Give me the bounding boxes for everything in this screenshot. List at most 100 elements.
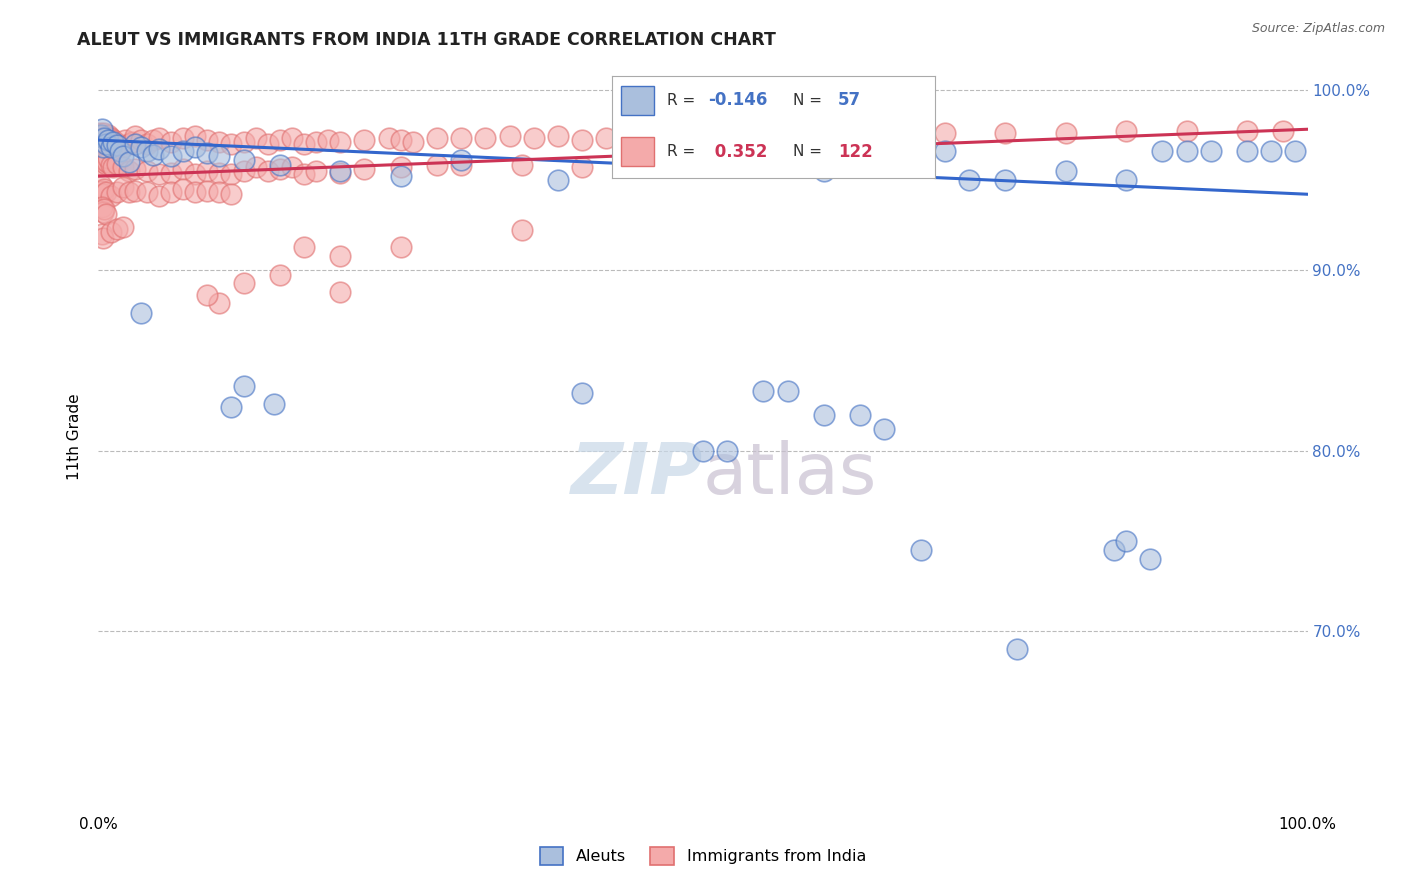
Point — [1007, 642, 1029, 657]
Point — [90, 178, 112, 193]
Point — [245, 160, 267, 174]
Point — [121, 135, 143, 149]
Point — [994, 173, 1017, 187]
Text: N =: N = — [793, 93, 827, 108]
Text: N =: N = — [793, 145, 827, 160]
Point — [91, 154, 114, 169]
Point — [111, 219, 134, 234]
Point — [91, 131, 114, 145]
Point — [631, 160, 654, 174]
Point — [692, 443, 714, 458]
Point — [813, 408, 835, 422]
Point — [232, 163, 254, 178]
Point — [129, 133, 152, 147]
Point — [232, 153, 254, 167]
Point — [692, 154, 714, 169]
Point — [221, 167, 243, 181]
Point — [281, 160, 304, 174]
Point — [232, 276, 254, 290]
Point — [571, 133, 593, 147]
Point — [316, 133, 339, 147]
Point — [105, 156, 128, 170]
Point — [571, 160, 593, 174]
Point — [118, 163, 141, 178]
Point — [100, 131, 122, 145]
Point — [208, 295, 231, 310]
Point — [184, 140, 207, 154]
Point — [1272, 124, 1295, 138]
Point — [1054, 163, 1077, 178]
Point — [107, 136, 129, 151]
Point — [221, 187, 243, 202]
Point — [111, 140, 134, 154]
Point — [1236, 144, 1258, 158]
Point — [474, 131, 496, 145]
Point — [94, 136, 117, 151]
Point — [108, 138, 131, 153]
Point — [101, 160, 124, 174]
Point — [101, 135, 124, 149]
Point — [160, 165, 183, 179]
Point — [91, 122, 114, 136]
Point — [910, 543, 932, 558]
Point — [644, 129, 666, 144]
Point — [195, 163, 218, 178]
Point — [160, 135, 183, 149]
Point — [873, 422, 896, 436]
Point — [377, 131, 399, 145]
Point — [1236, 124, 1258, 138]
Point — [1115, 173, 1137, 187]
Point — [1152, 144, 1174, 158]
Text: ALEUT VS IMMIGRANTS FROM INDIA 11TH GRADE CORRELATION CHART: ALEUT VS IMMIGRANTS FROM INDIA 11TH GRAD… — [77, 31, 776, 49]
Point — [148, 142, 170, 156]
Point — [124, 184, 146, 198]
Point — [813, 128, 835, 142]
Point — [90, 149, 112, 163]
Point — [184, 129, 207, 144]
Point — [172, 161, 194, 176]
Point — [263, 397, 285, 411]
Text: 0.352: 0.352 — [709, 143, 768, 161]
Point — [619, 135, 641, 149]
FancyBboxPatch shape — [621, 87, 654, 115]
Point — [93, 153, 115, 167]
Point — [142, 133, 165, 147]
Point — [221, 401, 243, 415]
Point — [1054, 126, 1077, 140]
Point — [450, 131, 472, 145]
Legend: Aleuts, Immigrants from India: Aleuts, Immigrants from India — [533, 841, 873, 871]
Point — [96, 154, 118, 169]
Point — [1115, 533, 1137, 548]
Point — [135, 136, 157, 151]
Point — [105, 138, 128, 153]
Point — [595, 131, 617, 145]
Point — [752, 128, 775, 142]
Point — [269, 161, 291, 176]
Point — [329, 165, 352, 179]
Point — [292, 239, 315, 253]
Point — [105, 186, 128, 200]
Point — [129, 306, 152, 320]
Point — [256, 163, 278, 178]
Point — [208, 165, 231, 179]
Y-axis label: 11th Grade: 11th Grade — [67, 393, 83, 481]
Point — [389, 239, 412, 253]
Point — [450, 158, 472, 172]
Point — [402, 135, 425, 149]
Point — [934, 126, 956, 140]
Point — [124, 161, 146, 176]
Point — [100, 140, 122, 154]
Point — [93, 202, 115, 216]
Point — [108, 144, 131, 158]
Point — [97, 128, 120, 142]
Point — [813, 163, 835, 178]
Point — [450, 153, 472, 167]
Point — [305, 163, 328, 178]
Point — [269, 268, 291, 283]
Point — [97, 151, 120, 165]
Point — [195, 288, 218, 302]
Point — [523, 131, 546, 145]
Point — [1199, 144, 1222, 158]
Point — [105, 221, 128, 235]
Point — [111, 160, 134, 174]
